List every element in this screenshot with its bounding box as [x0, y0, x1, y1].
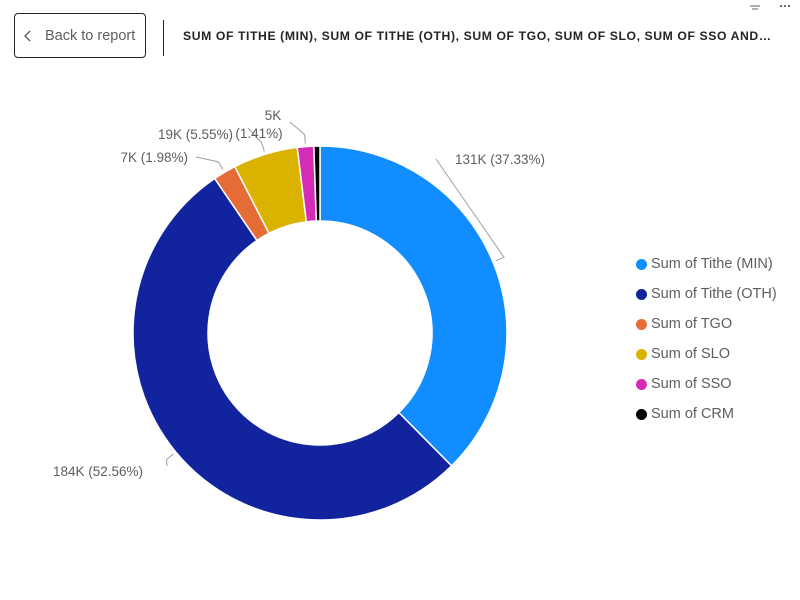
legend-marker-icon: [636, 318, 647, 330]
chart-legend: Sum of Tithe (MIN) Sum of Tithe (OTH) Sum …: [636, 249, 777, 429]
legend-marker-icon: [636, 378, 647, 390]
donut-slice-sum-of-crm[interactable]: [313, 145, 321, 222]
data-label: 7K (1.98%): [120, 150, 188, 165]
legend-item[interactable]: Sum of CRM: [636, 399, 777, 429]
legend-item[interactable]: Sum of SSO: [636, 369, 777, 399]
legend-item[interactable]: Sum of Tithe (MIN): [636, 249, 777, 279]
donut-slice-sum-of-tithe-oth[interactable]: [132, 177, 453, 521]
header-divider: [163, 20, 164, 56]
back-to-report-label: Back to report: [45, 27, 136, 44]
data-label: 5K: [265, 108, 282, 123]
legend-label: Sum of SSO: [651, 376, 732, 392]
chevron-left-icon: [21, 29, 35, 43]
visual-header-icons: [748, 0, 792, 12]
legend-marker-icon: [636, 288, 647, 300]
back-to-report-button[interactable]: Back to report: [14, 13, 146, 58]
legend-item[interactable]: Sum of SLO: [636, 339, 777, 369]
legend-label: Sum of Tithe (OTH): [651, 286, 777, 302]
legend-label: Sum of SLO: [651, 346, 730, 362]
more-options-icon[interactable]: [778, 0, 792, 10]
leader-line: [247, 127, 265, 152]
legend-label: Sum of CRM: [651, 406, 734, 422]
legend-label: Sum of TGO: [651, 316, 733, 332]
leader-line: [195, 156, 224, 170]
legend-marker-icon: [636, 348, 647, 360]
donut-slice-sum-of-tithe-min[interactable]: [319, 145, 508, 467]
leader-line: [289, 121, 306, 144]
data-label: 131K (37.33%): [455, 152, 545, 167]
legend-marker-icon: [636, 258, 647, 270]
data-label: 184K (52.56%): [53, 464, 143, 479]
legend-marker-icon: [636, 408, 647, 420]
legend-label: Sum of Tithe (MIN): [651, 256, 773, 272]
leader-line: [165, 453, 174, 467]
legend-item[interactable]: Sum of Tithe (OTH): [636, 279, 777, 309]
legend-item[interactable]: Sum of TGO: [636, 309, 777, 339]
data-label: 19K (5.55%): [158, 127, 233, 142]
data-label: (1.41%): [235, 126, 282, 141]
filter-icon[interactable]: [748, 0, 762, 10]
leader-line: [435, 158, 505, 262]
